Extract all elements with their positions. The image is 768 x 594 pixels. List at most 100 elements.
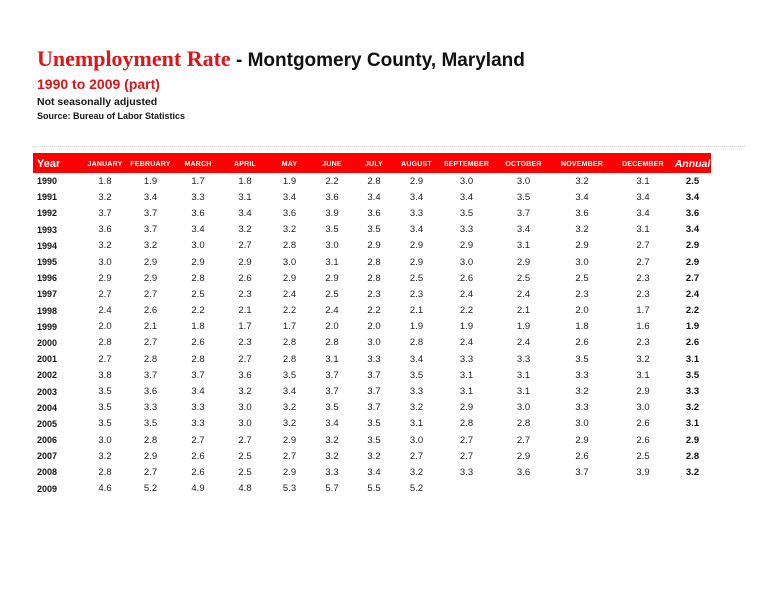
value-cell: 4.8	[238, 483, 252, 495]
value-cell: 3.0	[98, 256, 112, 268]
value-cell: 3.0	[409, 434, 424, 446]
value-cell: 2.7	[143, 466, 158, 478]
value-cell: 2.8	[143, 353, 158, 365]
value-cell: 2.9	[636, 386, 650, 398]
value-cell: 3.5	[325, 224, 339, 236]
month-header: AUGUST	[401, 161, 432, 168]
value-cell: 2.9	[98, 272, 112, 284]
value-cell: 2.7	[409, 450, 424, 462]
table-row: 2003 3.5 3.6 3.4 3.2 3.4 3.7 3.7 3.3 3.1 3.1 3.2 2.9…	[33, 383, 711, 399]
year-cell: 2005	[37, 418, 58, 429]
value-cell: 3.4	[325, 418, 339, 430]
table-row: 1993 3.6 3.7 3.4 3.2 3.2 3.5 3.5 3.4 3.3 3.4 3.2 3.1…	[33, 222, 711, 238]
year-cell: 2007	[37, 451, 58, 462]
date-range-subtitle: 1990 to 2009 (part)	[37, 76, 160, 92]
value-cell: 2.9	[409, 175, 424, 187]
value-cell: 2.6	[459, 272, 474, 284]
value-cell: 3.6	[575, 207, 589, 219]
value-cell: 3.0	[325, 240, 339, 252]
year-cell: 1996	[37, 273, 58, 284]
annual-cell: 3.2	[685, 466, 700, 478]
value-cell: 3.0	[575, 418, 589, 430]
table-row: 2005 3.5 3.5 3.3 3.0 3.2 3.4 3.5 3.1 2.8 2.8 3.0 2.6…	[33, 416, 711, 432]
value-cell: 5.5	[367, 483, 381, 495]
value-cell: 3.6	[143, 386, 158, 398]
value-cell: 2.9	[143, 272, 158, 284]
value-cell: 3.4	[191, 224, 205, 236]
annual-cell: 3.3	[685, 386, 700, 398]
value-cell: 2.9	[575, 434, 589, 446]
value-cell: 3.7	[367, 386, 381, 398]
value-cell: 3.3	[575, 402, 589, 414]
value-cell: 3.7	[516, 207, 531, 219]
table-row: 1990 1.8 1.9 1.7 1.8 1.9 2.2 2.8 2.9 3.0 3.0 3.2 3.1…	[33, 173, 711, 189]
annual-header: Annual	[674, 158, 711, 170]
month-header: JULY	[364, 161, 384, 168]
value-cell: 3.7	[143, 207, 158, 219]
value-cell: 2.8	[143, 434, 158, 446]
value-cell: 3.1	[409, 418, 424, 430]
value-cell: 2.1	[238, 305, 252, 317]
value-cell: 2.4	[516, 288, 531, 300]
table-body: 1990 1.8 1.9 1.7 1.8 1.9 2.2 2.8 2.9 3.0 3.0 3.2 3.1…	[33, 173, 711, 497]
value-cell: 3.3	[459, 224, 474, 236]
value-cell: 2.8	[98, 466, 112, 478]
value-cell: 2.7	[282, 450, 297, 462]
value-cell: 2.4	[282, 288, 297, 300]
value-cell: 2.8	[98, 337, 112, 349]
value-cell: 2.6	[575, 337, 589, 349]
year-cell: 2006	[37, 435, 58, 446]
value-cell: 3.4	[191, 386, 205, 398]
value-cell: 3.0	[459, 175, 474, 187]
value-cell: 2.8	[516, 418, 531, 430]
value-cell: 5.2	[143, 483, 158, 495]
value-cell: 3.2	[325, 434, 339, 446]
value-cell: 3.3	[516, 353, 531, 365]
month-header: MARCH	[184, 161, 212, 168]
value-cell: 3.5	[325, 402, 339, 414]
value-cell: 3.1	[636, 369, 650, 381]
annual-cell: 2.2	[685, 305, 700, 317]
value-cell: 1.7	[282, 321, 297, 333]
value-cell: 3.3	[191, 191, 205, 203]
value-cell: 2.4	[516, 337, 531, 349]
value-cell: 3.2	[98, 240, 112, 252]
value-cell: 3.3	[191, 402, 205, 414]
value-cell	[495, 481, 552, 497]
table-row: 2002 3.8 3.7 3.7 3.6 3.5 3.7 3.7 3.5 3.1 3.1 3.3 3.1…	[33, 367, 711, 383]
value-cell: 2.9	[575, 240, 589, 252]
value-cell: 1.9	[516, 321, 531, 333]
value-cell: 2.7	[238, 240, 252, 252]
value-cell: 2.9	[409, 240, 424, 252]
value-cell: 1.9	[143, 175, 158, 187]
value-cell: 3.0	[191, 240, 205, 252]
annual-cell: 3.1	[685, 418, 700, 430]
value-cell: 3.2	[98, 191, 112, 203]
value-cell: 2.4	[98, 305, 112, 317]
value-cell: 3.4	[238, 207, 252, 219]
value-cell: 3.3	[409, 386, 424, 398]
table-row: 1994 3.2 3.2 3.0 2.7 2.8 3.0 2.9 2.9 2.9 3.1 2.9 2.7…	[33, 238, 711, 254]
value-cell: 3.2	[325, 450, 339, 462]
value-cell: 3.3	[575, 369, 589, 381]
value-cell: 3.3	[143, 402, 158, 414]
page-title-accent: Unemployment Rate	[37, 46, 231, 71]
value-cell: 3.7	[367, 402, 381, 414]
value-cell: 2.9	[191, 256, 205, 268]
value-cell: 3.2	[238, 386, 252, 398]
value-cell: 2.5	[238, 466, 252, 478]
value-cell: 2.6	[191, 450, 205, 462]
value-cell: 2.5	[575, 272, 589, 284]
value-cell: 3.7	[325, 386, 339, 398]
value-cell: 2.7	[516, 434, 531, 446]
value-cell: 3.6	[516, 466, 531, 478]
value-cell: 3.5	[98, 418, 112, 430]
value-cell: 2.9	[516, 256, 531, 268]
month-header: NOVEMBER	[560, 161, 604, 168]
value-cell: 2.8	[459, 418, 474, 430]
value-cell: 2.0	[367, 321, 381, 333]
value-cell: 2.5	[516, 272, 531, 284]
value-cell: 2.8	[409, 337, 424, 349]
value-cell: 2.3	[409, 288, 424, 300]
table-row: 1997 2.7 2.7 2.5 2.3 2.4 2.5 2.3 2.3 2.4 2.4 2.3 2.3…	[33, 286, 711, 302]
